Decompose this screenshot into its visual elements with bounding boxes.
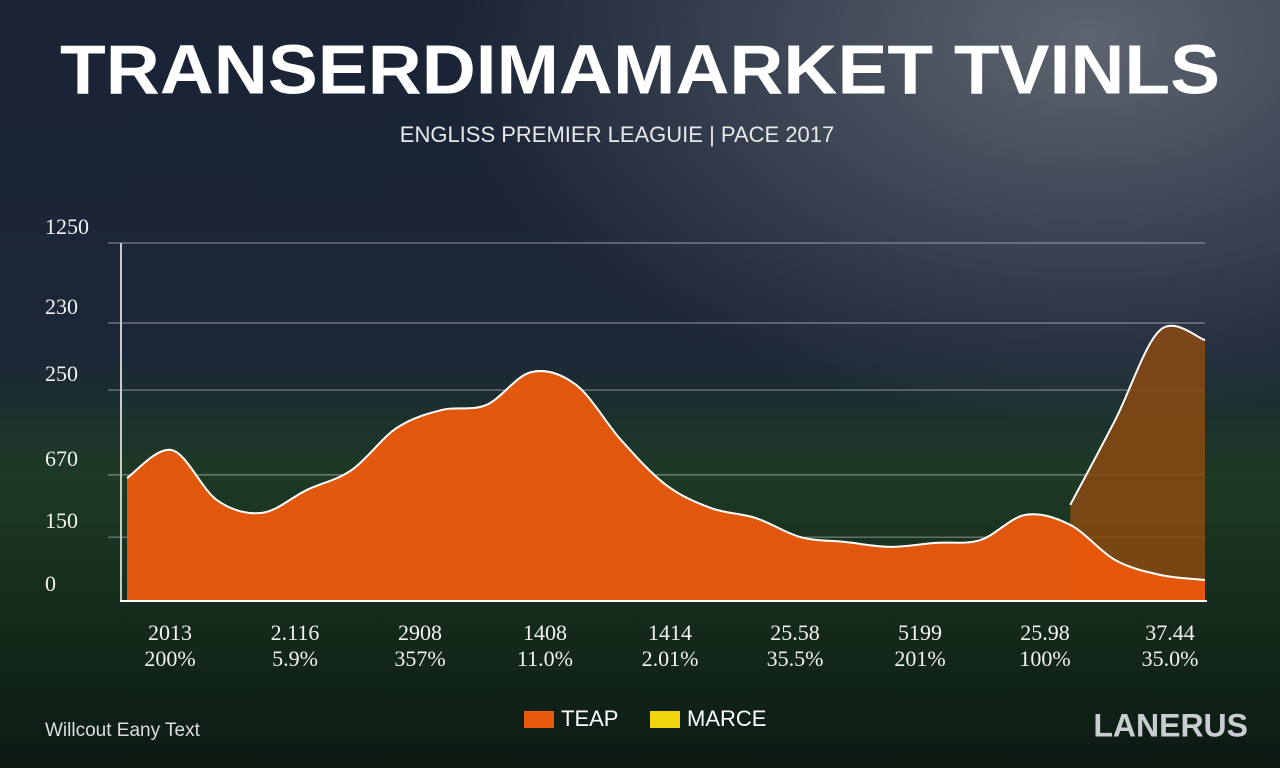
x-tick-label: 37.44: [1145, 620, 1195, 645]
y-tick-label: 250: [45, 361, 78, 386]
x-tick-label: 5199: [898, 620, 942, 645]
chart-subtitle: ENGLISS PREMIER LEAGUIE | PACE 2017: [400, 122, 834, 147]
legend-label: TEAP: [561, 706, 618, 731]
legend-swatch: [524, 711, 554, 728]
legend-swatch: [650, 711, 680, 728]
x-tick-label: 25.58: [770, 620, 820, 645]
legend-label: MARCE: [687, 706, 766, 731]
x-tick-note: 2.01%: [642, 646, 699, 671]
area-outline: [126, 370, 1206, 582]
x-tick-note: 35.5%: [767, 646, 824, 671]
y-tick-label: 230: [45, 294, 78, 319]
x-tick-label: 2.116: [271, 620, 320, 645]
x-tick-label: 25.98: [1020, 620, 1070, 645]
brand: LANERUS: [1093, 707, 1248, 743]
footer-note: Willcout Eany Text: [45, 720, 201, 741]
x-tick-note: 200%: [144, 646, 195, 671]
x-tick-label: 2013: [148, 620, 192, 645]
y-tick-label: 1250: [45, 214, 89, 239]
x-tick-note: 100%: [1019, 646, 1070, 671]
x-tick-note: 357%: [394, 646, 445, 671]
chart-title: TRANSERDIMAMARKET TVINLS: [60, 30, 1220, 108]
x-tick-note: 5.9%: [272, 646, 318, 671]
x-tick-note: 11.0%: [517, 646, 573, 671]
y-tick-label: 0: [45, 571, 56, 596]
y-tick-label: 150: [45, 508, 78, 533]
y-tick-label: 670: [45, 446, 78, 471]
x-tick-note: 201%: [894, 646, 945, 671]
x-tick-label: 1414: [648, 620, 692, 645]
x-tick-label: 1408: [523, 620, 567, 645]
x-tick-label: 2908: [398, 620, 442, 645]
x-tick-note: 35.0%: [1142, 646, 1199, 671]
area: [1070, 325, 1205, 600]
area-outline: [1069, 324, 1206, 506]
